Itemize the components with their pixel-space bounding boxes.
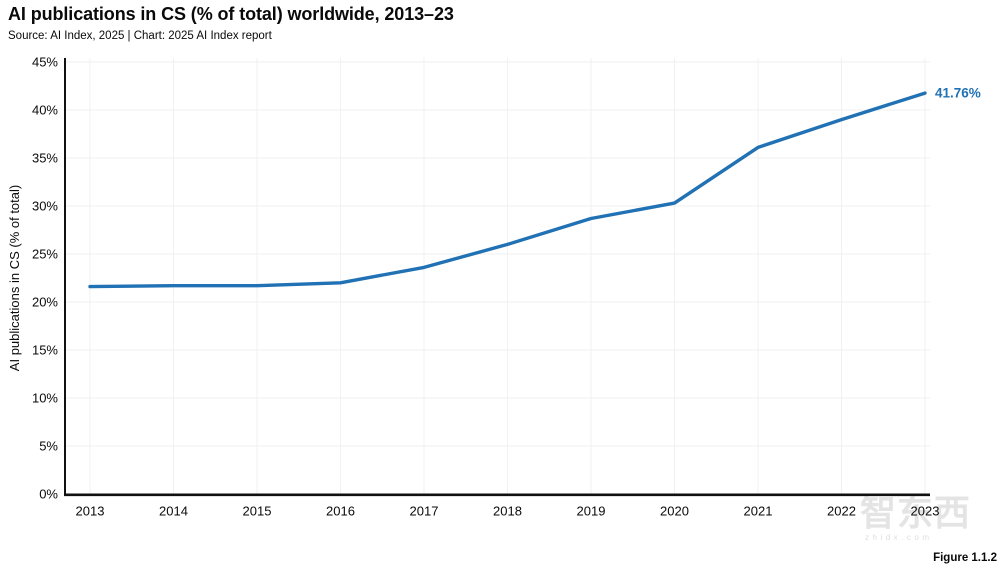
y-tick-label: 0% (39, 487, 58, 502)
watermark: 智东西 zhidx.com (860, 494, 1000, 542)
x-tick-label: 2017 (410, 504, 439, 519)
chart-source: Source: AI Index, 2025 | Chart: 2025 AI … (8, 30, 272, 42)
chart-title: AI publications in CS (% of total) world… (8, 4, 454, 24)
trend-line (88, 91, 927, 289)
x-tick-label: 2022 (827, 504, 856, 519)
end-value-label: 41.76% (935, 86, 981, 101)
x-tick-label: 2020 (660, 504, 689, 519)
x-tick-label: 2023 (911, 504, 940, 519)
x-tick-label: 2018 (493, 504, 522, 519)
x-tick-label: 2014 (159, 504, 188, 519)
watermark-url: zhidx.com (865, 532, 933, 542)
x-tick-label: 2021 (744, 504, 773, 519)
y-tick-label: 40% (32, 103, 58, 118)
x-tick-label: 2015 (243, 504, 272, 519)
y-tick-label: 30% (32, 199, 58, 214)
y-tick-label: 10% (32, 391, 58, 406)
x-tick-label: 2013 (76, 504, 105, 519)
watermark-logo: 智东西 (860, 492, 972, 533)
y-tick-label: 5% (39, 439, 58, 454)
y-tick-label: 35% (32, 151, 58, 166)
x-tick-label: 2016 (326, 504, 355, 519)
y-tick-label: 15% (32, 343, 58, 358)
y-tick-label: 20% (32, 295, 58, 310)
y-tick-label: 25% (32, 247, 58, 262)
y-tick-label: 45% (32, 55, 58, 70)
y-axis-title: AI publications in CS (% of total) (7, 185, 22, 371)
x-tick-label: 2019 (577, 504, 606, 519)
figure-number: Figure 1.1.2 (933, 552, 997, 564)
